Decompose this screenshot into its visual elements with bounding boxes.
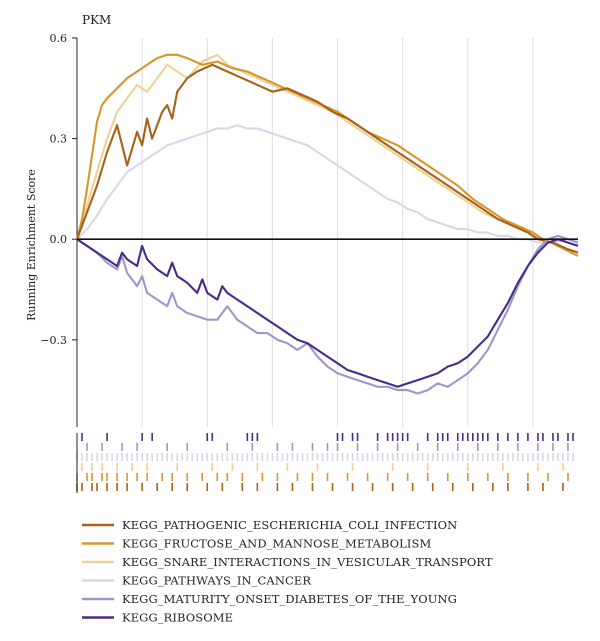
chart-title: PKM (82, 13, 111, 27)
legend: KEGG_PATHOGENIC_ESCHERICHIA_COLI_INFECTI… (82, 518, 493, 625)
y-axis: 0.6 0.3 0.0 −0.3 (40, 32, 78, 427)
legend-label-3: KEGG_PATHWAYS_IN_CANCER (122, 574, 311, 588)
legend-label-4: KEGG_MATURITY_ONSET_DIABETES_OF_THE_YOUN… (122, 592, 457, 606)
gene-hit-rows (76, 433, 574, 493)
series-line-1 (75, 53, 579, 257)
vertical-gridlines (141, 38, 534, 427)
y-tick-label-1: 0.3 (50, 133, 68, 146)
legend-label-2: KEGG_SNARE_INTERACTIONS_IN_VESICULAR_TRA… (122, 555, 493, 569)
legend-label-5: KEGG_RIBOSOME (122, 611, 233, 625)
y-tick-label-0: 0.6 (50, 32, 68, 45)
legend-label-1: KEGG_FRUCTOSE_AND_MANNOSE_METABOLISM (122, 537, 432, 551)
y-tick-label-3: −0.3 (40, 334, 67, 347)
legend-label-0: KEGG_PATHOGENIC_ESCHERICHIA_COLI_INFECTI… (122, 518, 457, 532)
series-lines (75, 53, 579, 395)
series-line-0 (76, 63, 579, 254)
y-axis-label: Running Enrichment Score (25, 169, 38, 321)
y-tick-label-2: 0.0 (50, 233, 68, 246)
series-line-2 (75, 53, 579, 254)
series-line-5 (76, 238, 579, 388)
series-line-4 (76, 234, 579, 395)
series-line-3 (76, 124, 578, 244)
